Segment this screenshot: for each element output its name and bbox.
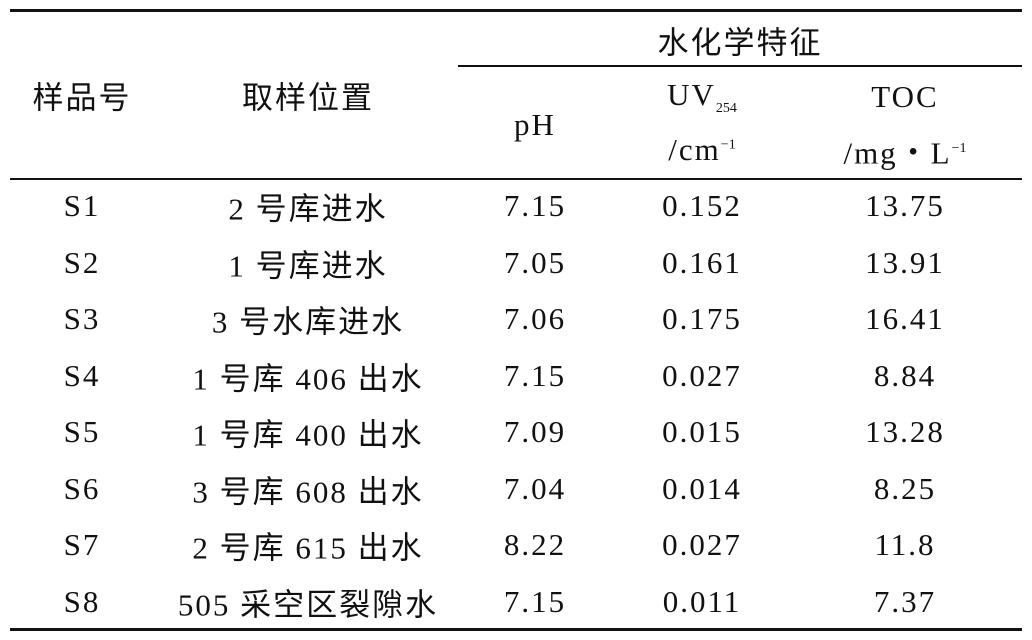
table-cell: 13.75 — [865, 188, 945, 223]
table-cell: 11.8 — [874, 527, 936, 562]
header-rule — [10, 178, 1022, 180]
table-cell: 0.152 — [662, 188, 742, 223]
table-cell: 7.37 — [873, 583, 937, 619]
top-rule — [10, 9, 1022, 12]
group-rule — [458, 65, 1022, 67]
table-cell: 0.014 — [662, 470, 742, 506]
table-cell: S4 — [63, 357, 101, 393]
header-cell: /cm−1 — [668, 132, 735, 168]
table-cell: S5 — [63, 414, 101, 449]
table-cell: 0.015 — [662, 414, 742, 449]
table-cell: 7.05 — [503, 244, 567, 280]
header-cell: 样品号 — [32, 80, 132, 116]
table-cell: 13.91 — [865, 244, 945, 280]
table-cell: S8 — [63, 583, 101, 619]
table-cell: 0.161 — [662, 244, 742, 280]
table-cell: 3 号库 608 出水 — [192, 474, 424, 509]
table-cell: 8.22 — [503, 527, 567, 562]
table-cell: S2 — [63, 244, 101, 280]
table-cell: 0.175 — [662, 301, 742, 336]
header-text: /mg・L — [843, 135, 952, 171]
table-cell: 3 号水库进水 — [211, 304, 405, 340]
table-cell: 7.15 — [503, 583, 567, 619]
header-cell: pH — [514, 107, 556, 142]
table-cell: 1 号库 400 出水 — [192, 417, 424, 453]
header-cell: 水化学特征 — [657, 25, 823, 61]
table-cell: 16.41 — [865, 301, 945, 336]
table-cell: 7.04 — [503, 470, 567, 506]
header-sup: −1 — [720, 137, 736, 153]
table-cell: 0.027 — [662, 527, 742, 562]
table-cell: 1 号库进水 — [228, 248, 388, 283]
header-sub: 254 — [715, 101, 737, 117]
table-cell: 13.28 — [865, 414, 945, 449]
header-cell: 取样位置 — [242, 80, 374, 116]
table-cell: S1 — [63, 188, 101, 223]
table-cell: 0.027 — [662, 357, 742, 393]
table-cell: S6 — [63, 470, 101, 506]
header-cell: UV254 — [667, 77, 737, 117]
table-cell: 7.09 — [503, 414, 567, 449]
header-cell: /mg・L−1 — [843, 128, 966, 173]
table-cell: 7.15 — [503, 188, 567, 223]
header-text: /cm — [668, 132, 721, 167]
table-cell: 8.25 — [873, 470, 937, 506]
table-cell: 0.011 — [662, 583, 742, 619]
table-cell: 2 号库 615 出水 — [192, 530, 424, 566]
header-sup: −1 — [951, 141, 967, 157]
table-cell: 505 采空区裂隙水 — [177, 587, 439, 622]
table-cell: 7.06 — [503, 301, 567, 336]
bottom-rule — [10, 628, 1022, 631]
table-cell: S7 — [63, 527, 101, 562]
table-cell: 2 号库进水 — [228, 191, 388, 227]
table-cell: S3 — [63, 301, 101, 336]
header-text: UV — [667, 76, 716, 112]
table-cell: 1 号库 406 出水 — [192, 361, 424, 396]
header-cell: TOC — [871, 79, 939, 114]
table-cell: 7.15 — [503, 357, 567, 393]
table-cell: 8.84 — [873, 357, 937, 393]
